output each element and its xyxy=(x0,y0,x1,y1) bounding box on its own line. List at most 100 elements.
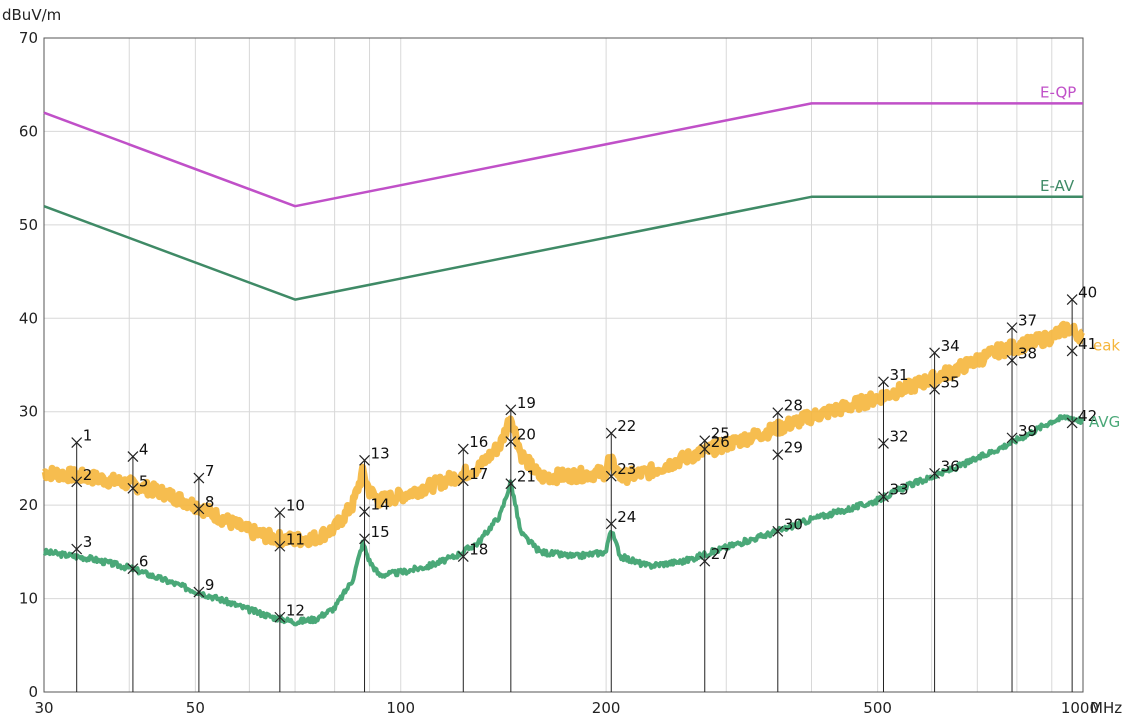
marker-label: 5 xyxy=(139,472,149,490)
marker-cross xyxy=(274,611,286,623)
x-tick-label: 30 xyxy=(34,699,53,717)
marker-cross xyxy=(699,443,711,455)
marker-label: 15 xyxy=(371,523,390,541)
marker-cross xyxy=(772,525,784,537)
marker-cross xyxy=(1006,354,1018,366)
y-tick-label: 50 xyxy=(19,216,38,234)
marker-label: 39 xyxy=(1018,422,1037,440)
marker-cross xyxy=(1066,294,1078,306)
marker-label: 24 xyxy=(617,508,636,526)
x-tick-label: 1000 xyxy=(1061,699,1099,717)
marker-cross xyxy=(127,563,139,575)
marker-label: 1 xyxy=(83,427,93,445)
marker-cross xyxy=(699,435,711,447)
marker-cross xyxy=(127,451,139,462)
marker-label: 20 xyxy=(517,426,536,444)
marker-cross xyxy=(71,437,83,448)
marker-cross xyxy=(359,506,370,518)
marker-label: 27 xyxy=(711,545,730,563)
y-axis-unit: dBuV/m xyxy=(2,6,61,24)
marker-label: 36 xyxy=(941,457,960,475)
marker-label: 9 xyxy=(205,576,215,594)
marker-label: 26 xyxy=(711,433,730,451)
marker-label: 34 xyxy=(941,337,960,355)
marker-cross xyxy=(929,347,941,359)
marker-cross xyxy=(878,376,889,388)
marker-cross xyxy=(274,540,286,552)
series-line-e-qp xyxy=(43,102,1083,208)
marker-cross xyxy=(1066,417,1078,429)
marker-label: 38 xyxy=(1018,344,1037,362)
marker-cross xyxy=(605,518,617,530)
marker-label: 7 xyxy=(205,462,215,480)
marker-label: 14 xyxy=(371,496,390,514)
series-labels: E-QP E-AV eak AVG xyxy=(1040,83,1120,431)
marker-cross xyxy=(772,407,784,419)
marker-cross xyxy=(457,475,469,487)
marker-label: 12 xyxy=(286,601,305,619)
y-tick-label: 70 xyxy=(19,29,38,47)
series-layer xyxy=(41,102,1086,627)
marker-label: 42 xyxy=(1078,407,1097,425)
marker-label: 10 xyxy=(286,497,305,515)
series-line-e-av xyxy=(43,195,1083,301)
series-label-peak: eak xyxy=(1093,336,1120,354)
marker-cross xyxy=(457,443,469,455)
x-tick-label: 200 xyxy=(592,699,621,717)
marker-label: 18 xyxy=(469,541,488,559)
marker-label: 8 xyxy=(205,493,215,511)
marker-label: 19 xyxy=(517,394,536,412)
marker-cross xyxy=(274,507,286,519)
marker-cross xyxy=(359,533,370,545)
marker-label: 11 xyxy=(286,530,305,548)
series-label-e-qp: E-QP xyxy=(1040,83,1076,101)
y-tick-label: 30 xyxy=(19,403,38,421)
marker-cross xyxy=(605,427,617,439)
x-tick-label: 500 xyxy=(863,699,892,717)
marker-label: 37 xyxy=(1018,312,1037,330)
y-tick-label: 40 xyxy=(19,309,38,327)
marker-cross xyxy=(878,491,889,503)
marker-cross xyxy=(699,555,711,567)
marker-cross xyxy=(772,449,784,461)
marker-label: 31 xyxy=(889,366,908,384)
marker-cross xyxy=(71,543,83,555)
y-tick-label: 10 xyxy=(19,590,38,608)
marker-label: 22 xyxy=(617,417,636,435)
marker-cross xyxy=(605,470,617,482)
marker-label: 2 xyxy=(83,466,93,484)
marker-cross xyxy=(193,472,205,484)
plot-frame xyxy=(43,37,1084,693)
marker-label: 28 xyxy=(784,397,803,415)
marker-label: 21 xyxy=(517,468,536,486)
marker-label: 13 xyxy=(371,444,390,462)
x-tick-label: 50 xyxy=(186,699,205,717)
marker-label: 30 xyxy=(784,515,803,533)
marker-label: 29 xyxy=(784,439,803,457)
marker-cross xyxy=(1066,345,1078,357)
x-axis-unit: MHz xyxy=(1090,699,1122,717)
marker-cross xyxy=(1006,432,1018,444)
y-tick-label: 20 xyxy=(19,496,38,514)
marker-label: 40 xyxy=(1078,284,1097,302)
y-tick-label: 0 xyxy=(28,683,38,701)
marker-label: 3 xyxy=(83,533,93,551)
marker-cross xyxy=(505,478,517,490)
y-tick-label: 60 xyxy=(19,122,38,140)
marker-label: 25 xyxy=(711,425,730,443)
series-label-avg: AVG xyxy=(1089,413,1120,431)
axes: dBuV/m MHz 30 50 100 200 500 1000 0 10 20 30 40 50 6… xyxy=(2,6,1122,717)
marker-label: 32 xyxy=(889,427,908,445)
series-line-avg xyxy=(42,414,1085,627)
marker-cross xyxy=(1006,322,1018,334)
marker-label: 23 xyxy=(617,460,636,478)
marker-cross xyxy=(193,586,205,598)
marker-label: 41 xyxy=(1078,335,1097,353)
marker-cross xyxy=(505,404,517,416)
marker-cross xyxy=(457,551,469,562)
marker-label: 4 xyxy=(139,441,149,459)
marker-cross xyxy=(127,482,139,494)
marker-cross xyxy=(929,467,941,479)
marker-cross xyxy=(71,476,83,488)
x-tick-label: 100 xyxy=(386,699,415,717)
